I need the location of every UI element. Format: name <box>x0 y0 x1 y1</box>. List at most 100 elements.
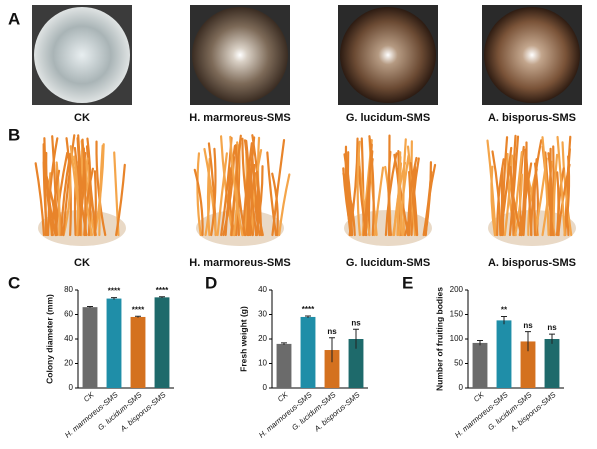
y-tick-label: 0 <box>69 383 74 392</box>
fruiting-body <box>51 135 59 237</box>
significance: ns <box>351 318 361 327</box>
fruiting-body <box>98 144 104 237</box>
fruiting-body <box>206 157 211 237</box>
bar <box>544 339 560 388</box>
bar <box>324 350 340 388</box>
fruiting-body <box>514 173 524 237</box>
fruiting-body <box>251 156 264 237</box>
fruiting-body <box>346 151 354 237</box>
panel-label: C <box>8 273 20 292</box>
dish <box>484 7 580 103</box>
fruiting-body <box>509 165 523 237</box>
y-tick-label: 150 <box>450 310 464 319</box>
bar <box>520 341 536 388</box>
panel-label: E <box>402 273 413 292</box>
error-bar <box>111 297 117 300</box>
panel-label: B <box>8 125 20 144</box>
fruiting-body <box>81 138 87 237</box>
y-tick-label: 80 <box>64 285 73 294</box>
y-tick-label: 60 <box>64 310 73 319</box>
fruiting-body <box>503 154 514 237</box>
caption: H. marmoreus-SMS <box>189 257 290 269</box>
fruiting-body <box>356 140 361 237</box>
fruiting-body <box>563 155 571 237</box>
bar <box>348 339 364 388</box>
significance: ns <box>523 321 533 330</box>
fruiting-body <box>216 152 228 237</box>
caption: G. lucidum-SMS <box>346 112 430 124</box>
bar <box>106 298 122 388</box>
y-tick-label: 10 <box>258 359 267 368</box>
caption: G. lucidum-SMS <box>346 257 430 269</box>
y-tick-label: 20 <box>258 334 267 343</box>
y-tick-label: 50 <box>454 359 463 368</box>
fruiting-body <box>34 162 46 237</box>
error-bar <box>281 342 287 345</box>
error-bar <box>329 337 335 363</box>
significance: **** <box>108 287 121 296</box>
fruiting-body <box>364 143 373 237</box>
fruiting-body <box>412 167 418 237</box>
fruiting-body <box>241 137 254 237</box>
fruiting-body <box>271 172 279 237</box>
fruiting-body <box>368 135 375 237</box>
significance: ns <box>327 327 337 336</box>
significance: **** <box>156 286 169 295</box>
caption: H. marmoreus-SMS <box>189 112 290 124</box>
fruiting-body <box>552 153 559 237</box>
fruiting-body <box>62 134 76 237</box>
fruiting-body <box>344 145 352 237</box>
significance: ** <box>501 306 508 315</box>
caption: CK <box>74 112 90 124</box>
bar <box>276 343 292 388</box>
caption: CK <box>74 257 90 269</box>
fruiting-body <box>266 151 278 237</box>
fruiting-body <box>556 135 566 237</box>
x-tick-label: CK <box>276 390 291 404</box>
bar <box>300 316 316 388</box>
panel-label: A <box>8 9 20 28</box>
bar <box>154 297 170 388</box>
fruiting-body <box>541 136 550 237</box>
fruiting-body <box>271 139 286 237</box>
fruiting-body <box>224 144 237 237</box>
error-bar <box>501 315 507 325</box>
y-tick-label: 40 <box>258 285 267 294</box>
fruiting-body <box>508 135 520 237</box>
error-bar <box>477 339 483 346</box>
fruiting-body <box>203 147 217 237</box>
petri-dishes <box>32 5 582 105</box>
fruiting-body <box>501 136 509 237</box>
bar <box>82 307 98 388</box>
fruiting-body <box>544 151 555 237</box>
fruiting-body <box>496 158 505 237</box>
fruiting-body <box>278 173 291 237</box>
y-tick-label: 200 <box>450 285 464 294</box>
error-bar <box>525 331 531 352</box>
y-axis-title: Colony diameter (mm) <box>44 294 54 384</box>
error-bar <box>549 333 555 344</box>
fruiting-body <box>210 147 217 237</box>
fruiting-body <box>193 168 204 237</box>
fruiting-body <box>234 144 247 237</box>
bar <box>472 342 488 388</box>
y-tick-label: 20 <box>64 359 73 368</box>
panel-label: D <box>205 273 217 292</box>
fruiting-body <box>398 154 410 237</box>
fruiting-body <box>243 139 258 237</box>
error-bar <box>135 315 141 318</box>
significance: **** <box>302 305 315 314</box>
x-tick-label: CK <box>472 390 487 404</box>
dish <box>340 7 436 103</box>
error-bar <box>87 306 93 308</box>
y-tick-label: 0 <box>263 383 268 392</box>
caption: A. bisporus-SMS <box>488 112 576 124</box>
fruiting-body <box>422 170 433 237</box>
fruiting-body <box>115 163 126 237</box>
fruiting-body <box>50 169 61 237</box>
fruiting-body <box>229 135 244 237</box>
y-tick-label: 30 <box>258 310 267 319</box>
error-bar <box>159 296 165 298</box>
fruiting-body <box>490 165 497 237</box>
